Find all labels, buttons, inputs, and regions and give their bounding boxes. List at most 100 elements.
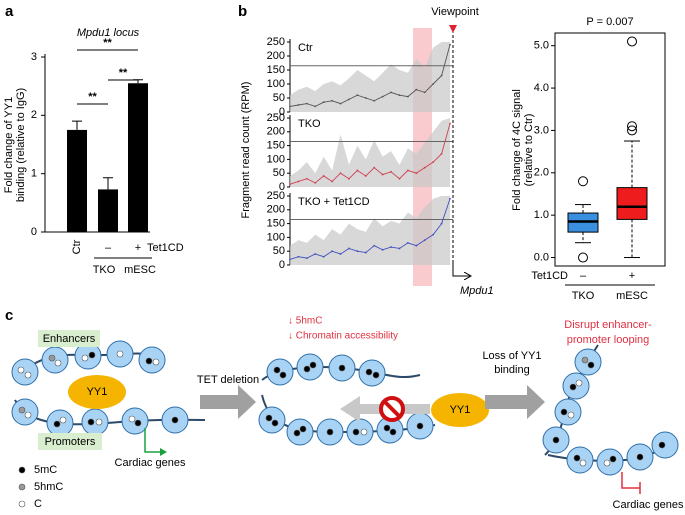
mark-dot [372, 371, 380, 379]
point [406, 169, 409, 172]
outlier [627, 125, 637, 136]
nucleosome [266, 358, 294, 386]
group-label: mESC [616, 290, 648, 302]
gene-arrow [452, 263, 470, 276]
bar [67, 129, 87, 232]
point [297, 180, 300, 183]
mark-dot [271, 419, 279, 427]
nucleosome [11, 398, 39, 426]
disrupt-label: Disrupt enhancer- [564, 319, 652, 331]
mark-dot [416, 422, 424, 430]
point [423, 166, 426, 169]
point [432, 233, 435, 236]
mark-dot [293, 429, 301, 437]
note: ↓ 5hmC [288, 316, 322, 327]
point [440, 74, 443, 77]
point [406, 95, 409, 98]
mark-dot [309, 361, 317, 369]
point [289, 258, 291, 261]
panel-label: b [238, 3, 247, 20]
y-tick-label: 50 [273, 92, 285, 104]
mark-dot [573, 454, 581, 462]
cardiac-genes-right: Cardiac genes [613, 499, 684, 511]
yy1-label: YY1 [87, 386, 108, 398]
point [381, 248, 384, 251]
x-axis-label: Tet1CD [147, 242, 184, 254]
mark-dot [360, 428, 368, 436]
group-label: TKO [93, 264, 116, 276]
mark-dot [53, 420, 61, 428]
mark-dot [171, 416, 179, 424]
point [322, 255, 325, 258]
repressed-tss [621, 472, 641, 494]
panel-label: c [5, 307, 13, 324]
y-tick-label: 0 [31, 226, 37, 238]
point [322, 101, 325, 104]
line [289, 123, 451, 185]
mark-dot [145, 357, 153, 365]
y-tick-label: 50 [273, 245, 285, 257]
mark-dot [81, 354, 89, 362]
legend-label: 5mC [34, 464, 57, 476]
point [415, 88, 418, 91]
point [440, 222, 443, 225]
point [423, 239, 426, 242]
mark-dot [609, 455, 617, 463]
nucleosome [554, 398, 582, 426]
note: ↓ Chromatin accessibility [288, 331, 398, 342]
point [356, 250, 359, 253]
point [398, 177, 401, 180]
point [432, 161, 435, 164]
nucleosome [296, 353, 324, 381]
nucleosome [81, 408, 109, 436]
outlier [627, 36, 637, 47]
x-tick-label: + [629, 270, 635, 282]
y-axis-label: binding (relative to IgG) [15, 88, 27, 202]
y-tick-label: 50 [273, 167, 285, 179]
y-tick-label: 200 [267, 126, 285, 138]
viewpoint-marker [449, 25, 457, 33]
outlier [578, 176, 588, 187]
point [314, 105, 317, 108]
point [364, 97, 367, 99]
mark-dot [128, 415, 136, 423]
y-tick-label: 1 [31, 168, 37, 180]
point [356, 169, 359, 172]
point [339, 172, 342, 175]
mark-dot [18, 500, 26, 508]
mark-dot [326, 428, 334, 436]
point [364, 175, 367, 177]
x-axis-label: Tet1CD [531, 270, 568, 282]
point [348, 247, 350, 250]
y-tick-label: 100 [267, 231, 285, 243]
point [297, 255, 300, 258]
mark-dot [389, 428, 397, 436]
process-arrow [485, 385, 545, 419]
point [390, 91, 392, 94]
x-tick-label: – [105, 242, 112, 254]
loss-label: binding [494, 364, 529, 376]
point [440, 152, 443, 155]
point [398, 94, 401, 97]
point [381, 173, 384, 176]
y-tick-label: 2.0 [534, 167, 549, 179]
mark-dot [567, 411, 575, 419]
error-bar [103, 177, 113, 190]
process-arrow [200, 385, 256, 419]
nucleosome [121, 407, 149, 435]
point [348, 98, 350, 101]
point [339, 253, 342, 255]
error-bar [72, 120, 82, 130]
point [297, 104, 300, 106]
mark-dot [59, 416, 67, 424]
mark-dot [17, 366, 25, 374]
x-tick-label: – [580, 270, 587, 282]
significance: ** [103, 37, 112, 49]
series-label: TKO + Tet1CD [298, 196, 370, 208]
y-tick-label: 3 [31, 51, 37, 63]
y-tick-label: 150 [267, 140, 285, 152]
y-tick-label: 150 [267, 218, 285, 230]
disrupt-label: promoter looping [567, 334, 650, 346]
point [314, 181, 317, 184]
